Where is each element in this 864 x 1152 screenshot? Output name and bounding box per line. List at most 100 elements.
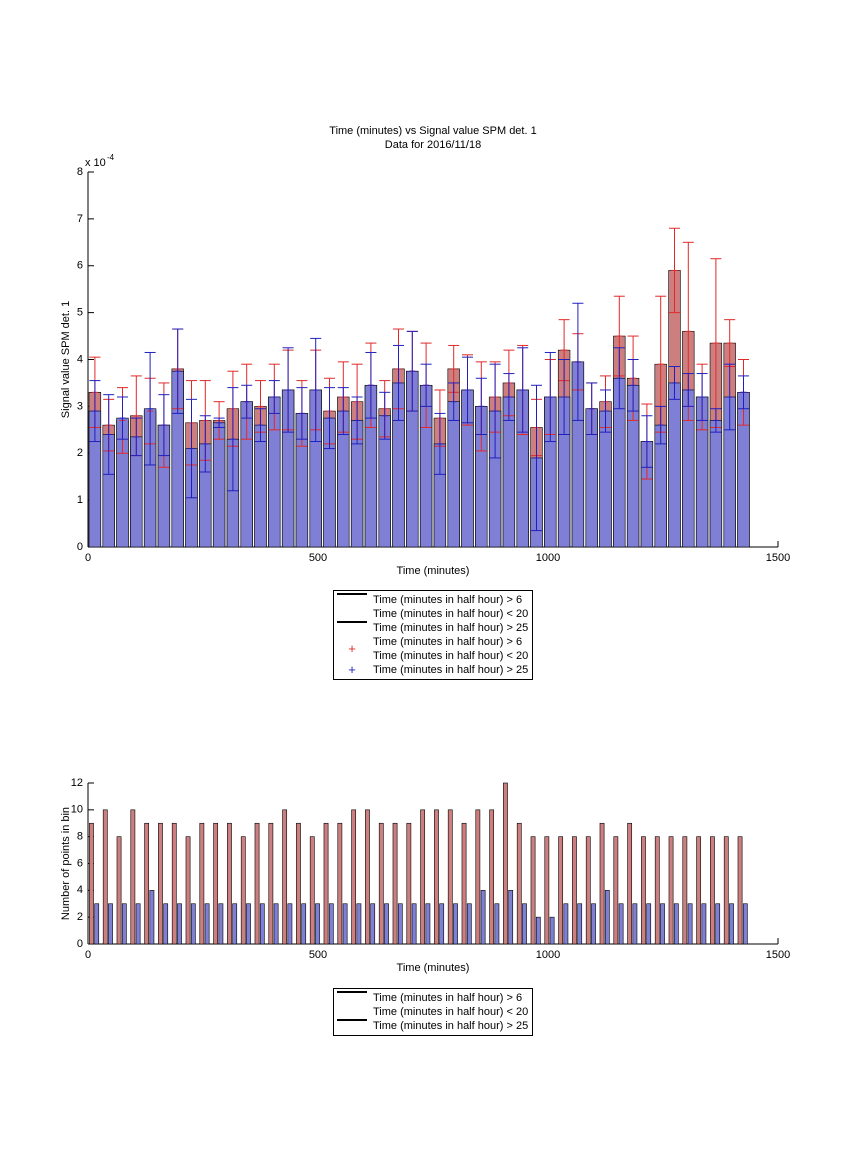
bar	[254, 822, 260, 945]
legend-swatch	[337, 1019, 367, 1021]
bar	[475, 809, 481, 945]
bar	[108, 903, 113, 945]
error-bar	[268, 380, 280, 414]
error-bar	[103, 394, 115, 475]
y-axis-label: Number of points in bin	[60, 807, 72, 920]
x-tick-label: 1500	[766, 949, 790, 961]
bar	[687, 903, 693, 945]
y-tick-label: 8	[77, 166, 83, 178]
y-tick-label: 6	[77, 857, 83, 869]
legend-marker: +	[348, 662, 356, 677]
bar	[494, 903, 500, 945]
legend: Time (minutes in half hour) > 6 Time (mi…	[333, 988, 534, 1036]
error-bar	[461, 356, 474, 424]
bar	[351, 809, 357, 945]
bar	[218, 903, 224, 945]
error-bar	[655, 405, 667, 445]
legend-label: Time (minutes in half hour) > 6 Time (mi…	[373, 992, 529, 1018]
error-bar	[185, 398, 198, 499]
bar	[190, 903, 196, 945]
bar	[268, 822, 274, 945]
error-bar	[392, 344, 405, 421]
bar	[144, 822, 150, 945]
y-tick-label: 2	[77, 911, 83, 923]
bar	[232, 903, 238, 945]
error-bar	[296, 387, 308, 440]
legend-entry: + Time (minutes in half hour) > 25	[337, 663, 528, 677]
bar	[273, 903, 279, 945]
error-bar	[558, 359, 570, 435]
bar	[673, 903, 679, 945]
bar	[370, 903, 376, 945]
legend-swatch	[337, 593, 367, 595]
bar	[715, 903, 721, 945]
error-bar	[448, 382, 460, 421]
error-bar	[434, 412, 446, 475]
bar	[549, 916, 555, 945]
x-tick-label: 1000	[536, 552, 560, 564]
error-bar	[668, 366, 681, 400]
bar	[668, 836, 674, 945]
bar	[701, 903, 707, 945]
error-bar	[158, 394, 170, 457]
bar	[668, 382, 681, 548]
legend-entry: Time (minutes in half hour) > 25	[337, 621, 528, 635]
x-tick-label: 1000	[536, 949, 560, 961]
legend-marker: +	[348, 641, 356, 656]
y-tick-label: 3	[77, 400, 83, 412]
legend-swatch	[337, 621, 367, 623]
legend-label: Time (minutes in half hour) > 25	[373, 664, 529, 676]
y-tick-label: 2	[77, 447, 83, 459]
error-bar	[517, 347, 529, 433]
bar	[632, 903, 638, 945]
bar	[246, 903, 251, 945]
bar	[337, 822, 343, 945]
bar	[453, 903, 458, 945]
bar	[535, 916, 541, 945]
error-bar	[323, 387, 336, 450]
error-bar	[544, 351, 556, 443]
x-tick-label: 0	[85, 949, 91, 961]
error-bar	[406, 330, 418, 412]
bar	[710, 836, 715, 945]
error-bar	[737, 375, 750, 410]
error-bar	[172, 328, 184, 414]
error-bar	[254, 408, 267, 443]
y-tick-label: 7	[77, 213, 83, 225]
bar	[356, 903, 362, 945]
x-axis-label: Time (minutes)	[397, 565, 470, 577]
error-bar	[724, 319, 736, 368]
legend-entry: Time (minutes in half hour) > 6 Time (mi…	[337, 991, 528, 1019]
bar	[116, 836, 122, 945]
bar	[447, 809, 453, 945]
bar	[434, 809, 439, 945]
legend-entry: + Time (minutes in half hour) > 6 Time (m…	[337, 635, 528, 663]
bar	[135, 903, 141, 945]
y-tick-label: 4	[77, 353, 83, 365]
y-tick-label: 1	[77, 494, 83, 506]
x-tick-label: 1500	[766, 552, 790, 564]
error-bar	[599, 389, 612, 433]
legend-label: Time (minutes in half hour) > 25	[373, 1020, 529, 1032]
error-bar	[696, 373, 708, 421]
x-axis-label: Time (minutes)	[397, 962, 470, 974]
bar	[130, 809, 136, 945]
bar	[480, 890, 486, 945]
bar	[466, 903, 472, 945]
error-bar	[199, 415, 211, 473]
legend: Time (minutes in half hour) > 6 Time (mi…	[333, 590, 534, 680]
bar	[425, 903, 431, 945]
bar	[254, 424, 267, 548]
bar	[89, 822, 94, 945]
bar	[149, 890, 155, 945]
bar	[439, 903, 445, 945]
bar	[585, 836, 591, 945]
error-bar	[586, 382, 598, 435]
error-bar	[351, 396, 363, 445]
error-bar	[130, 417, 142, 457]
y-tick-label: 4	[77, 884, 83, 896]
chart-subtitle: Data for 2016/11/18	[385, 139, 481, 151]
y-tick-label: 6	[77, 260, 83, 272]
